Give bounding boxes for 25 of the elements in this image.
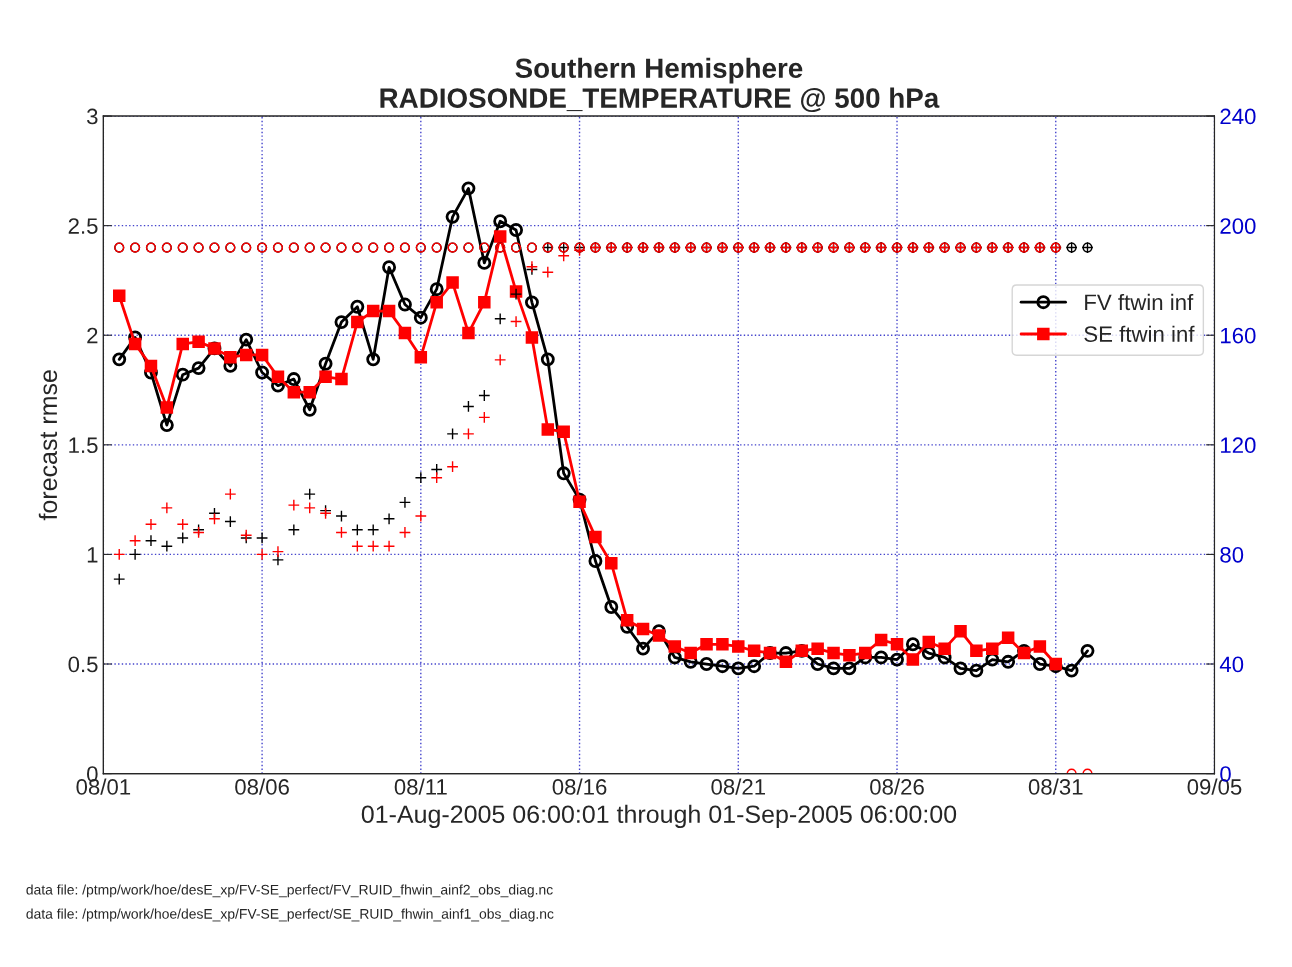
y-tick-label: 1.5 <box>69 437 98 454</box>
x-tick-label: 08/11 <box>394 778 447 795</box>
y-tick-label: 0.5 <box>68 656 98 673</box>
y-tick-label: 2.5 <box>68 218 98 234</box>
y2-tick-label: 200 <box>1220 218 1256 234</box>
y2-tick-label: 160 <box>1221 327 1256 344</box>
chart-title: Southern Hemisphere RADIOSONDE_TEMPERATURE @ 500 hPa <box>380 57 940 113</box>
legend-label: SE ftwin inf <box>1084 325 1195 342</box>
y2-tick-label: 40 <box>1219 656 1244 673</box>
x-axis-title: 01-Aug-2005 06:00:01 through 01-Sep-2005 06:00:00 <box>361 804 957 829</box>
x-tick-label: 08/06 <box>235 778 289 795</box>
x-tick-label: 08/31 <box>1028 778 1083 795</box>
y2-tick-label: 240 <box>1220 108 1256 125</box>
y2-tick-label: 80 <box>1220 546 1244 563</box>
y-axis-title: forecast rmse <box>38 370 58 521</box>
x-tick-label: 08/16 <box>552 778 607 795</box>
x-tick-label: 08/26 <box>870 778 924 795</box>
y-tick-label: 1 <box>87 547 98 563</box>
text: data file: /ptmp/work/hoe/desE_xp/FV-SE_perfect/SE_RUID_fhwin_ainf1_obs_diag.nc <box>26 908 554 922</box>
y-tick-label: 3 <box>86 108 98 125</box>
y-tick-label: 2 <box>87 327 98 344</box>
x-tick-label: 08/21 <box>711 778 766 795</box>
text: data file: /ptmp/work/hoe/desE_xp/FV-SE_perfect/FV_RUID_fhwin_ainf2_obs_diag.nc <box>26 884 553 898</box>
y2-tick-label: 120 <box>1221 437 1256 454</box>
legend-label: FV ftwin inf <box>1085 293 1194 311</box>
